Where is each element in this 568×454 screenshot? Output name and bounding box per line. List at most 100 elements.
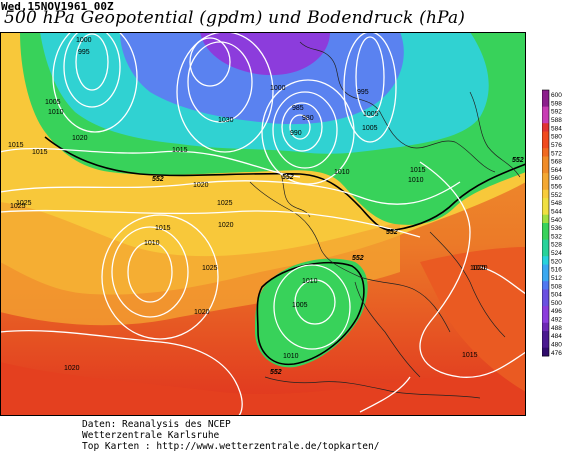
- pressure-label: 1005: [363, 111, 379, 118]
- legend-swatch: [542, 231, 549, 241]
- legend-swatch: [542, 339, 549, 349]
- credit-org: Wetterzentrale Karlsruhe: [82, 430, 220, 441]
- legend-swatch: [542, 306, 549, 315]
- legend-ticks: 6005985925885845805765725685645605565525…: [551, 92, 562, 357]
- field-red: [0, 362, 526, 416]
- legend-swatch: [542, 106, 549, 116]
- legend-swatch: [542, 198, 549, 207]
- field-red-east: [420, 247, 526, 392]
- legend-swatch: [542, 272, 549, 282]
- legend-swatch: [542, 239, 549, 249]
- pressure-label: 1010: [48, 109, 64, 116]
- pressure-label: 1005: [292, 302, 308, 309]
- legend-tick-label: 600: [551, 92, 562, 99]
- weather-map: 1000 995 1005 1010 1015 1020 1025 1030 9…: [0, 32, 526, 416]
- legend-swatch: [542, 181, 549, 191]
- legend-tick-label: 552: [551, 192, 562, 199]
- isohypse-552-low: [256, 261, 365, 366]
- pressure-label: 1005: [362, 125, 378, 132]
- pressure-label: 1015: [410, 167, 426, 174]
- pressure-label: 985: [292, 105, 304, 112]
- legend-tick-label: 516: [551, 267, 562, 274]
- legend-tick-label: 580: [551, 134, 562, 141]
- credit-source: Daten: Reanalysis des NCEP: [82, 419, 231, 430]
- legend-tick-label: 508: [551, 283, 562, 290]
- pressure-label: 1020: [218, 222, 234, 229]
- pressure-label: 1020: [64, 365, 80, 372]
- pressure-label: 1010: [408, 177, 424, 184]
- isohypse-label: 552: [352, 255, 364, 262]
- pressure-label: 990: [290, 130, 302, 137]
- isohypse-label: 552: [512, 157, 524, 164]
- pressure-label: 1010: [334, 169, 350, 176]
- legend-tick-label: 532: [551, 233, 562, 240]
- pressure-label: 1020: [72, 135, 88, 142]
- legend-tick-label: 576: [551, 142, 562, 149]
- legend-swatch: [542, 347, 549, 357]
- pressure-label: 1025: [10, 203, 26, 210]
- legend-tick-label: 500: [551, 300, 562, 307]
- pressure-label: 1000: [270, 85, 286, 92]
- legend-tick-label: 548: [551, 200, 562, 207]
- pressure-label: 1015: [172, 147, 188, 154]
- legend-tick-label: 520: [551, 258, 562, 265]
- pressure-labels: 1000 995 1005 1010 1015 1020 1025 1030 9…: [8, 37, 488, 372]
- legend-tick-label: 544: [551, 208, 562, 215]
- legend-swatch: [542, 139, 549, 149]
- legend-swatch: [542, 247, 549, 257]
- legend-tick-label: 592: [551, 109, 562, 116]
- legend-tick-label: 568: [551, 159, 562, 166]
- pressure-label: 1025: [217, 200, 233, 207]
- legend-tick-label: 480: [551, 341, 562, 348]
- pressure-label: 980: [302, 115, 314, 122]
- pressure-label: 1015: [8, 142, 24, 149]
- legend-swatch: [542, 256, 549, 265]
- legend-swatches: [542, 89, 550, 357]
- credit-url: Top Karten : http://www.wetterzentrale.d…: [82, 441, 380, 452]
- legend-tick-label: 598: [551, 100, 562, 107]
- legend-tick-label: 536: [551, 225, 562, 232]
- legend-tick-label: 524: [551, 250, 562, 257]
- date-stamp: Wed,15NOV1961 00Z: [1, 0, 114, 13]
- legend-tick-label: 564: [551, 167, 562, 174]
- legend-tick-label: 560: [551, 175, 562, 182]
- legend-swatch: [542, 189, 549, 199]
- legend-tick-label: 556: [551, 184, 562, 191]
- isohypse-label: 552: [152, 176, 164, 183]
- legend-tick-label: 496: [551, 308, 562, 315]
- legend-tick-label: 488: [551, 325, 562, 332]
- legend-swatch: [542, 289, 549, 299]
- pressure-label: 1015: [155, 225, 171, 232]
- legend-tick-label: 504: [551, 292, 562, 299]
- legend-swatch: [542, 114, 549, 124]
- legend-tick-label: 584: [551, 125, 562, 132]
- legend-swatch: [542, 297, 549, 307]
- pressure-label: 1010: [144, 240, 160, 247]
- pressure-label: 995: [78, 49, 90, 56]
- legend-swatch: [542, 148, 549, 157]
- coastlines: [249, 41, 521, 399]
- color-legend: 6005985925885845805765725685645605565525…: [542, 89, 562, 357]
- legend-tick-label: 588: [551, 117, 562, 124]
- legend-tick-label: 572: [551, 150, 562, 157]
- pressure-label: 1025: [202, 265, 218, 272]
- legend-swatch: [542, 164, 549, 174]
- isohypse-label: 552: [282, 174, 294, 181]
- legend-swatch: [542, 123, 549, 132]
- isohypse-552: [44, 136, 526, 231]
- map-title: 500 hPa Geopotential (gpdm) und Bodendru…: [4, 8, 466, 28]
- legend-swatch: [542, 98, 549, 108]
- legend-swatch: [542, 206, 549, 216]
- legend-swatch: [542, 173, 549, 182]
- legend-swatch: [542, 281, 549, 290]
- legend-tick-label: 512: [551, 275, 562, 282]
- pressure-label: 1010: [302, 278, 318, 285]
- pressure-label: 1010: [283, 353, 299, 360]
- pressure-label: 1020: [472, 265, 488, 272]
- pressure-label: 1020: [470, 265, 486, 272]
- legend-border: [542, 89, 550, 357]
- isohypse-label: 552: [270, 369, 282, 376]
- legend-swatch: [542, 214, 549, 224]
- legend-swatch: [542, 131, 549, 141]
- pressure-label: 1000: [76, 37, 92, 44]
